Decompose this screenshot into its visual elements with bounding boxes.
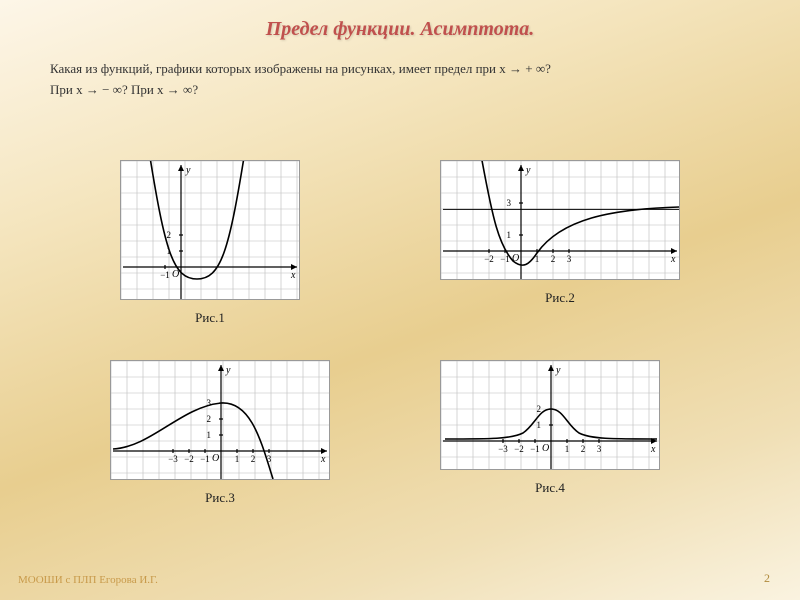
svg-text:y: y (525, 165, 531, 176)
question-line2: При x → − ∞? При x → ∞? (50, 82, 198, 97)
svg-text:x: x (290, 270, 296, 281)
figure-1-caption: Рис.1 (120, 310, 300, 326)
svg-text:−3: −3 (498, 444, 508, 454)
svg-text:3: 3 (567, 254, 572, 264)
svg-text:2: 2 (167, 230, 172, 240)
figure-1: Oxy12−1 Рис.1 (120, 160, 300, 326)
svg-text:2: 2 (551, 254, 556, 264)
svg-text:O: O (212, 453, 219, 464)
figure-2: Oxy13−2−1123 Рис.2 (440, 160, 680, 306)
chart-2-svg: Oxy13−2−1123 (440, 160, 680, 280)
svg-text:2: 2 (537, 404, 542, 414)
svg-text:−2: −2 (514, 444, 524, 454)
footer-credit: МООШИ с ПЛП Егорова И.Г. (18, 574, 158, 586)
figure-3: Oxy123−3−2−1123 Рис.3 (110, 360, 330, 506)
figure-4-caption: Рис.4 (440, 480, 660, 496)
chart-4-svg: Ox y 1 2 −3 −2 −1 1 2 3 (440, 360, 660, 470)
page-number: 2 (764, 571, 770, 586)
svg-text:x: x (650, 444, 656, 455)
svg-text:1: 1 (207, 430, 212, 440)
svg-text:1: 1 (507, 230, 512, 240)
figure-3-caption: Рис.3 (110, 490, 330, 506)
svg-text:x: x (320, 454, 326, 465)
chart-3-svg: Oxy123−3−2−1123 (110, 360, 330, 480)
chart-1-svg: Oxy12−1 (120, 160, 300, 300)
svg-text:−1: −1 (200, 454, 210, 464)
svg-text:O: O (542, 443, 549, 454)
svg-text:3: 3 (507, 198, 512, 208)
page-title: Предел функции. Асимптота. (0, 0, 800, 41)
svg-text:1: 1 (537, 420, 542, 430)
svg-text:y: y (185, 165, 191, 176)
question-text: Какая из функций, графики которых изобра… (0, 41, 800, 101)
question-line1: Какая из функций, графики которых изобра… (50, 61, 551, 76)
svg-text:−1: −1 (530, 444, 540, 454)
svg-text:−1: −1 (160, 270, 170, 280)
svg-text:1: 1 (235, 454, 240, 464)
figure-4: Ox y 1 2 −3 −2 −1 1 2 3 Рис.4 (440, 360, 660, 496)
svg-text:y: y (225, 365, 231, 376)
svg-text:2: 2 (581, 444, 586, 454)
svg-text:2: 2 (251, 454, 256, 464)
svg-text:−2: −2 (484, 254, 494, 264)
svg-text:y: y (555, 365, 561, 376)
svg-text:2: 2 (207, 414, 212, 424)
figure-2-caption: Рис.2 (440, 290, 680, 306)
svg-text:−2: −2 (184, 454, 194, 464)
svg-text:x: x (670, 254, 676, 265)
svg-text:−3: −3 (168, 454, 178, 464)
svg-text:3: 3 (597, 444, 602, 454)
svg-text:1: 1 (565, 444, 570, 454)
svg-text:O: O (172, 269, 179, 280)
